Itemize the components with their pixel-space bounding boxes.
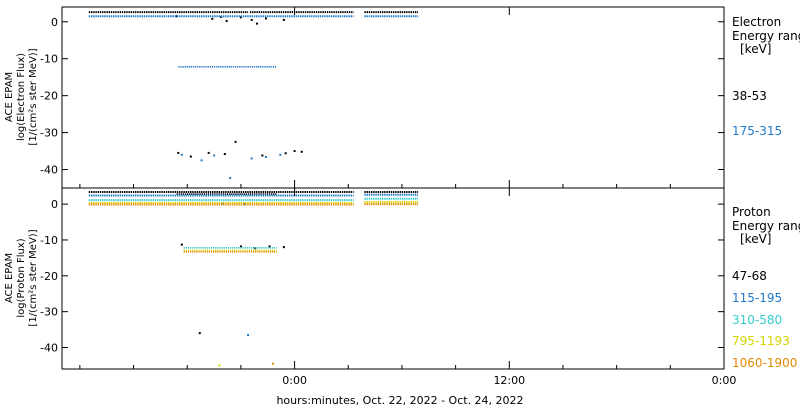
x-axis: 0:00 12:00 0:00 [79, 7, 737, 387]
proton-series-1-point [180, 243, 183, 246]
electron-series-1-point [175, 15, 178, 18]
electron-ytick-label: 0 [51, 16, 58, 29]
proton-legend-title: Proton [732, 205, 771, 219]
electron-y-axis-ticks: 0 -10 -20 -30 -40 [40, 16, 724, 177]
electron-ylabel-line3: [1/(cm²s ster MeV)] [28, 48, 39, 145]
electron-series-1-point [256, 22, 259, 25]
proton-legend-series-2: 115-195 [732, 291, 782, 305]
electron-series-1-point [250, 18, 253, 21]
electron-legend-series-2: 175-315 [732, 124, 782, 138]
proton-ylabel-line1: ACE EPAM [4, 253, 15, 303]
electron-ylabel-line2: log(Electron Flux) [16, 53, 27, 141]
electron-series-2-point [213, 154, 216, 157]
electron-legend-series-1: 38-53 [732, 89, 767, 103]
electron-ylabel-line1: ACE EPAM [4, 72, 15, 122]
electron-legend-subtitle: Energy ranges [732, 29, 800, 43]
electron-legend-title: Electron [732, 15, 781, 29]
electron-series-1-point [211, 17, 214, 20]
proton-series-1-point [282, 246, 285, 249]
proton-legend-subtitle: Energy ranges [732, 219, 800, 233]
proton-series-4-point [218, 364, 221, 367]
electron-series-1-point [177, 151, 180, 154]
electron-ytick-label: -20 [40, 90, 58, 103]
electron-series-2-point [229, 177, 232, 180]
proton-ytick-label: -20 [40, 270, 58, 283]
electron-series-2-point [200, 159, 203, 162]
electron-series-2-point [180, 153, 183, 156]
electron-series-1-point [239, 16, 242, 19]
electron-series-1-point [300, 150, 303, 153]
proton-legend-series-4: 795-1193 [732, 334, 790, 348]
proton-legend-series-1: 47-68 [732, 269, 767, 283]
electron-series-1-point [234, 140, 237, 143]
proton-ytick-label: -10 [40, 234, 58, 247]
proton-series-2-point [243, 203, 246, 206]
electron-series-1-point [225, 20, 228, 23]
proton-series-2-point [247, 333, 250, 336]
proton-series-1-point [198, 332, 201, 335]
electron-plot-frame [61, 6, 725, 189]
electron-series-1-point [284, 152, 287, 155]
proton-ylabel-line3: [1/(cm²s ster MeV)] [28, 229, 39, 326]
electron-ytick-label: -40 [40, 164, 58, 177]
electron-series-1-point [261, 154, 264, 157]
proton-series-2-point [222, 202, 225, 205]
proton-series-1-point [268, 245, 271, 248]
electron-series-1-point [282, 18, 285, 21]
electron-series-1-point [264, 17, 267, 20]
proton-panel: 0-10-20-30-40 ACE EPAM log(Proton Flux) … [4, 187, 800, 370]
electron-series-2-point [279, 153, 282, 156]
proton-y-axis-ticks: 0 -10 -20 -30 -40 [40, 198, 724, 354]
electron-ytick-label: -10 [40, 53, 58, 66]
proton-ytick-label: 0 [51, 198, 58, 211]
proton-legend-series-3: 310-580 [732, 313, 782, 327]
proton-data-marks [88, 190, 419, 367]
proton-ytick-label: -40 [40, 341, 58, 354]
proton-ytick-label: -30 [40, 306, 58, 319]
proton-legend-units: [keV] [740, 232, 771, 246]
x-tick-label: 0:00 [282, 374, 307, 387]
proton-series-1-point [239, 245, 242, 248]
proton-legend-series-5: 1060-1900 [732, 356, 797, 370]
proton-series-5-point [272, 362, 275, 365]
electron-panel: 0 -10 -20 -30 -40 ACE EPAM log(Electron Flux… [4, 6, 800, 189]
electron-series-1-point [293, 150, 296, 153]
electron-series-1-point [223, 153, 226, 156]
electron-series-1-point [207, 151, 210, 154]
electron-series-2-point [250, 157, 253, 160]
x-axis-label: hours:minutes, Oct. 22, 2022 - Oct. 24, … [276, 394, 524, 407]
electron-series-2-point [264, 155, 267, 158]
electron-series-1-point [189, 155, 192, 158]
electron-data-marks [88, 11, 419, 180]
electron-ytick-label: -30 [40, 127, 58, 140]
electron-legend-units: [keV] [740, 42, 771, 56]
proton-ylabel-line2: log(Proton Flux) [16, 238, 27, 317]
proton-plot-frame [61, 187, 725, 370]
x-tick-label: 0:00 [712, 374, 737, 387]
x-tick-label: 12:00 [493, 374, 525, 387]
